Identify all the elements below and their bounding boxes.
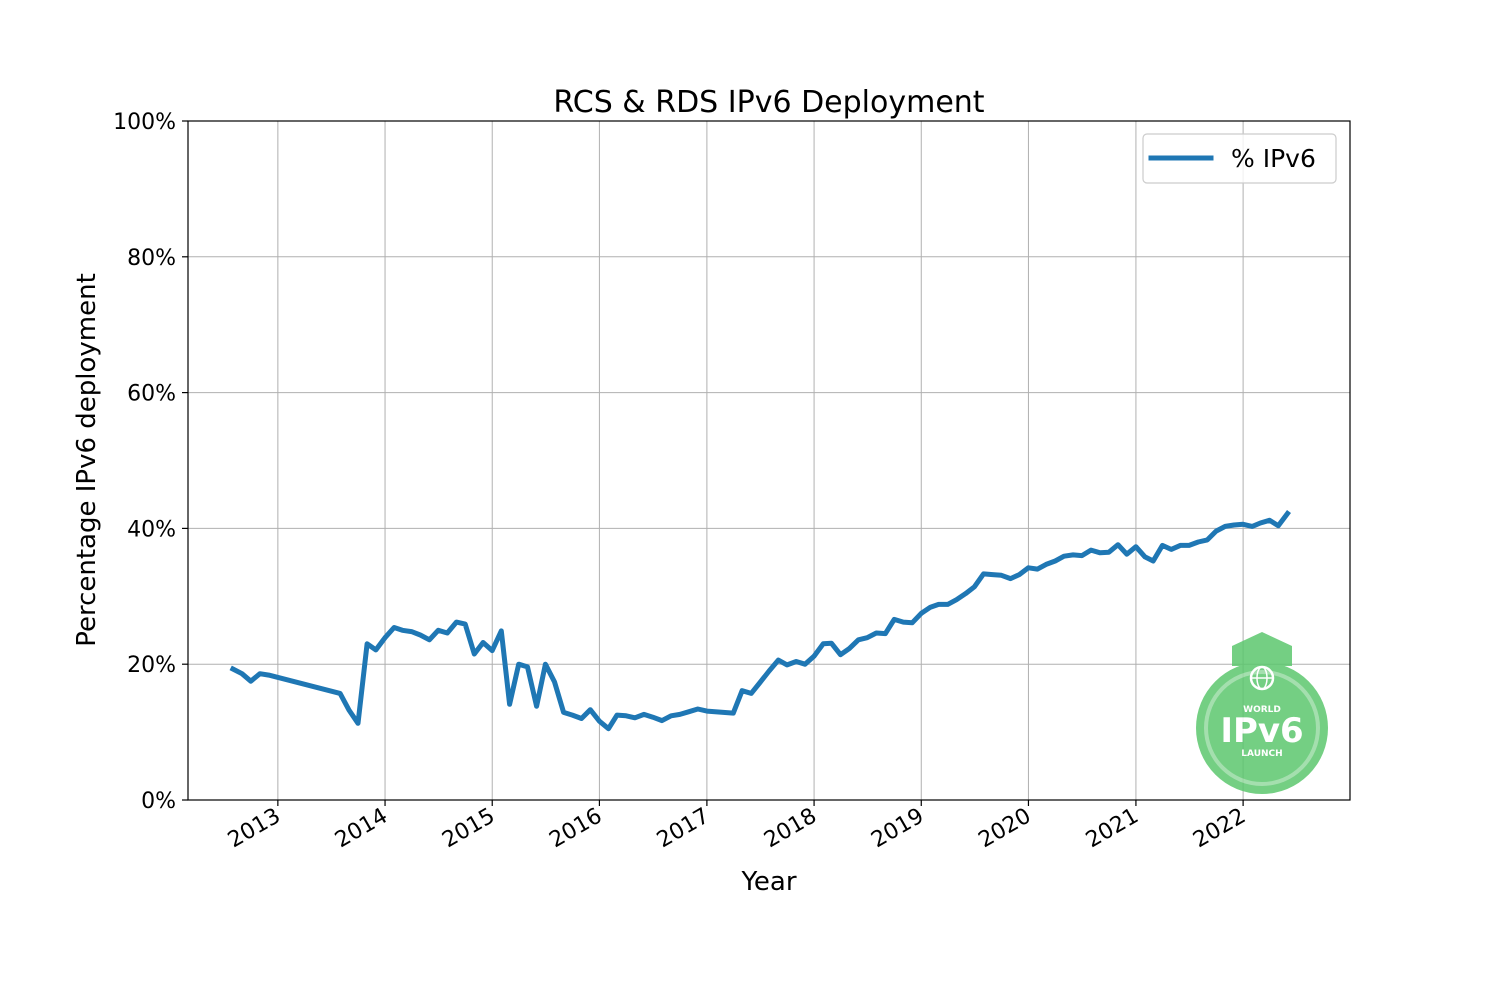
y-axis-label: Percentage IPv6 deployment	[72, 273, 102, 647]
logo-text-main: IPv6	[1220, 711, 1303, 751]
series-layer	[229, 509, 1292, 732]
chart-title: RCS & RDS IPv6 Deployment	[553, 85, 984, 120]
y-tick-label: 100%	[113, 110, 176, 135]
legend-label-ipv6: % IPv6	[1231, 144, 1316, 173]
y-tick-label: 20%	[127, 653, 176, 678]
world-ipv6-launch-logo: WORLD IPv6 LAUNCH	[1196, 632, 1328, 794]
logo-text-top: WORLD	[1243, 705, 1281, 715]
y-tick-label: 40%	[127, 517, 176, 542]
series-line-ipv6	[229, 509, 1292, 732]
y-axis: 0% 20% 40% 60% 80% 100%	[113, 110, 188, 814]
legend-box	[1142, 133, 1337, 184]
plot-frame	[187, 120, 1351, 801]
grid-lines	[188, 120, 1350, 801]
logo-text-bottom: LAUNCH	[1241, 749, 1282, 759]
y-tick-label: 60%	[127, 382, 176, 407]
logo-lock-shackle	[1232, 632, 1292, 666]
x-axis-label: Year	[740, 867, 796, 897]
logo-disc	[1208, 674, 1316, 782]
y-tick-label: 80%	[127, 246, 176, 271]
y-tick-label: 0%	[141, 789, 176, 814]
legend: % IPv6	[1142, 133, 1337, 184]
